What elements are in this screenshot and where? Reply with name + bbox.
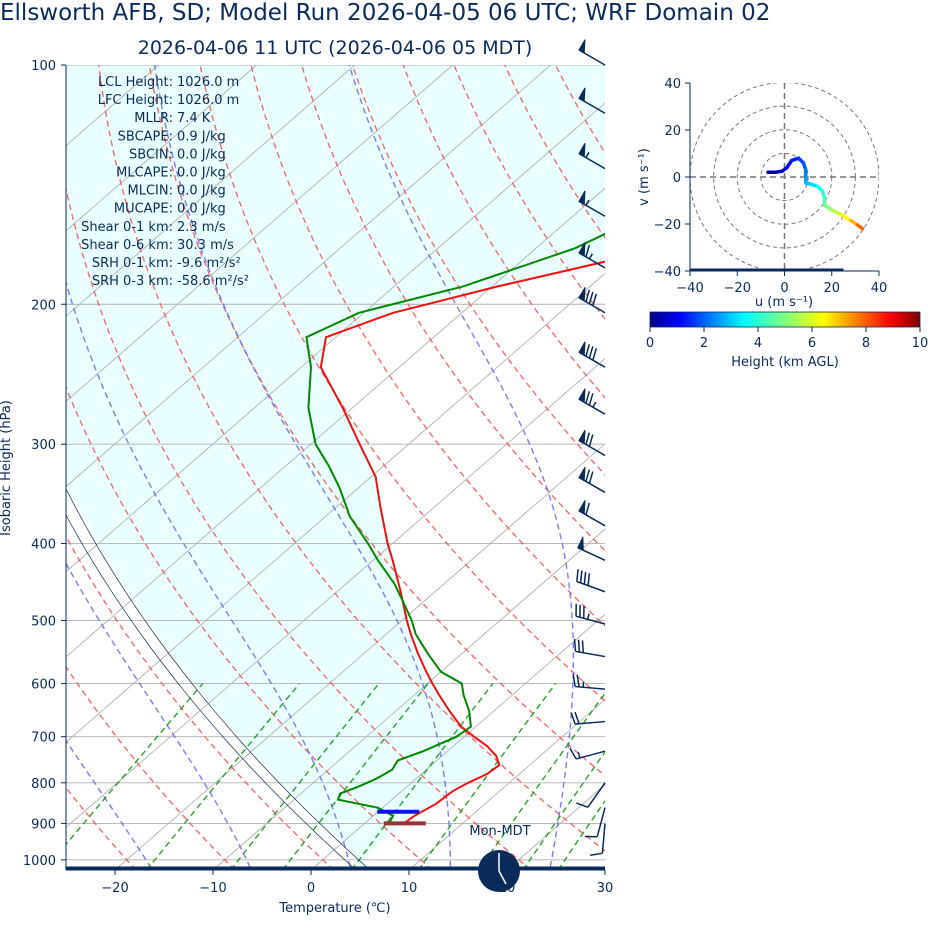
- wind-barb: [584, 807, 606, 838]
- stat-label: LFC Height:: [98, 93, 173, 108]
- y-tick-label: 600: [31, 677, 56, 692]
- hodograph-y-tick: −40: [654, 265, 681, 280]
- stat-value: 0.0 J/kg: [177, 166, 226, 181]
- wind-barb: [578, 429, 606, 457]
- hodograph-y-label: v (m s⁻¹): [637, 148, 652, 206]
- height-colorbar: 0 2 4 6 8 10: [646, 311, 928, 351]
- stat-label: SRH 0-1 km:: [92, 256, 173, 271]
- dewpoint-line: [305, 232, 605, 824]
- stat-label: SBCAPE:: [118, 129, 173, 144]
- hodograph-segment: [855, 223, 865, 231]
- stat-value: 1026.0 m: [177, 75, 239, 90]
- x-tick-label: −10: [199, 881, 226, 896]
- hodograph-y-tick: 20: [664, 124, 681, 139]
- colorbar-label: Height (km AGL): [731, 355, 839, 370]
- x-tick-label: −20: [101, 881, 128, 896]
- wind-barb: [575, 603, 606, 625]
- y-axis-label: Isobaric Height (hPa): [0, 400, 14, 536]
- x-tick-label: 10: [401, 881, 418, 896]
- stat-value: 0.0 J/kg: [177, 147, 226, 162]
- hodograph-y-tick: 0: [673, 171, 681, 186]
- hodograph-x-label: u (m s⁻¹): [755, 295, 813, 310]
- stat-label: MLCAPE:: [116, 166, 173, 181]
- stat-value: 30.3 m/s: [177, 238, 234, 253]
- y-tick-label: 400: [31, 538, 56, 553]
- colorbar-tick: 2: [700, 336, 708, 351]
- colorbar-tick: 4: [754, 336, 762, 351]
- wind-barb: [577, 536, 606, 562]
- y-tick-label: 300: [31, 438, 56, 453]
- hodograph-y-tick: −20: [654, 218, 681, 233]
- colorbar-tick: 10: [912, 336, 928, 351]
- sounding-stats: LCL Height: 1026.0 m LFC Height: 1026.0 m ML…: [81, 75, 249, 289]
- wind-barb: [578, 142, 606, 170]
- hodograph-segment: [839, 212, 853, 223]
- wind-barb: [578, 466, 606, 494]
- stat-label: LCL Height:: [98, 75, 173, 90]
- hodograph-x-tick: −20: [724, 281, 751, 296]
- wind-barb: [575, 782, 606, 809]
- y-tick-label: 500: [31, 615, 56, 630]
- parcel-line: [66, 488, 369, 869]
- clock-label: Mon-MDT: [469, 824, 530, 839]
- wind-barb: [578, 341, 606, 368]
- wind-barb: [570, 711, 606, 725]
- stat-label: SBCIN:: [129, 147, 173, 162]
- wind-barb: [576, 569, 606, 593]
- stat-label: SRH 0-3 km:: [92, 274, 173, 289]
- stat-label: MUCAPE:: [114, 202, 173, 217]
- colorbar-tick: 0: [646, 336, 654, 351]
- hodograph-x-tick: 0: [780, 281, 788, 296]
- y-tick-label: 900: [31, 817, 56, 832]
- y-tick-label: 700: [31, 731, 56, 746]
- hodograph-x-tick: −40: [676, 281, 703, 296]
- wind-barb: [578, 242, 606, 269]
- hodograph-y-tick: 40: [664, 77, 681, 92]
- wind-barb: [590, 823, 606, 856]
- x-axis-label: Temperature (℃): [278, 901, 390, 916]
- wind-barb: [572, 674, 606, 690]
- skew-t-axes: −20−100102030100200300400500600700800900…: [23, 59, 613, 896]
- stat-label: MLLR:: [134, 111, 173, 126]
- stat-value: 0.0 J/kg: [177, 202, 226, 217]
- stat-value: 0.0 J/kg: [177, 184, 226, 199]
- x-tick-label: 30: [597, 881, 614, 896]
- x-tick-label: 0: [307, 881, 315, 896]
- chart-subtitle: 2026-04-06 11 UTC (2026-04-06 05 MDT): [137, 37, 533, 59]
- hodograph-x-tick: 40: [871, 281, 888, 296]
- stat-value: 2.3 m/s: [177, 220, 226, 235]
- wind-barb: [569, 747, 606, 760]
- wind-barb: [578, 87, 606, 114]
- wind-barb: [578, 190, 606, 217]
- wind-barb: [578, 500, 606, 527]
- stat-value: 0.9 J/kg: [177, 129, 226, 144]
- y-tick-label: 1000: [23, 854, 56, 869]
- y-tick-label: 100: [31, 59, 56, 74]
- stat-value: -9.6 m²/s²: [177, 256, 241, 271]
- stat-value: 1026.0 m: [177, 93, 239, 108]
- wind-barb: [578, 287, 606, 314]
- temperature-line: [319, 260, 605, 825]
- stat-label: Shear 0-6 km:: [81, 238, 173, 253]
- chart-title: Ellsworth AFB, SD; Model Run 2026-04-05 …: [0, 0, 771, 26]
- colorbar-tick: 8: [862, 336, 870, 351]
- y-tick-label: 200: [31, 298, 56, 313]
- colorbar-tick: 6: [808, 336, 816, 351]
- hodograph-x-tick: 20: [823, 281, 840, 296]
- stat-value: 7.4 K: [177, 111, 211, 126]
- hodograph-segment: [830, 208, 843, 217]
- wind-barb: [573, 638, 606, 658]
- stat-label: Shear 0-1 km:: [81, 220, 173, 235]
- clock-icon: [478, 850, 520, 892]
- y-tick-label: 800: [31, 777, 56, 792]
- hodograph: −40 −20 0 20 40 40 20 0 −20 −40: [654, 77, 888, 296]
- wind-barbs: [569, 39, 606, 856]
- stat-label: MLCIN:: [128, 184, 173, 199]
- wind-barb: [578, 388, 606, 415]
- parcel-line-2: [66, 514, 355, 869]
- stat-value: -58.6 m²/s²: [177, 274, 249, 289]
- wind-barb: [578, 39, 606, 66]
- skew-t-background: [66, 65, 605, 870]
